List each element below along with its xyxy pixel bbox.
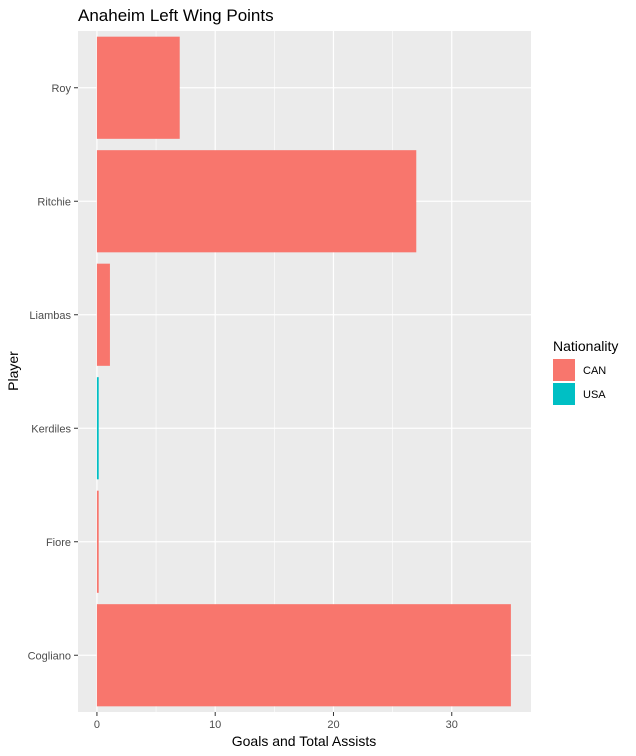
x-axis: 0 10 20 30 — [94, 712, 458, 731]
x-tick-label: 30 — [446, 719, 458, 731]
y-tick-label: Cogliano — [28, 650, 71, 662]
legend-label-usa: USA — [583, 389, 606, 401]
legend-title: Nationality — [553, 338, 618, 354]
bar-fiore — [96, 490, 99, 593]
x-tick-label: 0 — [94, 719, 100, 731]
legend-swatch-usa — [553, 383, 575, 405]
x-tick-label: 20 — [327, 719, 339, 731]
legend-label-can: CAN — [583, 365, 606, 377]
bar-roy — [96, 36, 180, 139]
bars — [96, 36, 511, 707]
chart-title: Anaheim Left Wing Points — [78, 6, 274, 25]
legend-swatch-can — [553, 359, 575, 381]
plot-panel — [78, 31, 531, 712]
legend-items: CAN USA — [553, 359, 606, 405]
y-tick-label: Roy — [51, 83, 71, 95]
y-tick-label: Liambas — [29, 310, 71, 322]
legend: Nationality CAN USA — [553, 338, 618, 405]
bar-kerdiles — [96, 377, 99, 480]
y-axis-title: Player — [5, 351, 21, 391]
y-tick-label: Fiore — [46, 537, 71, 549]
y-axis: Roy Ritchie Liambas Kerdiles Fiore Cogliano — [28, 83, 78, 662]
y-tick-label: Ritchie — [37, 196, 71, 208]
x-axis-title: Goals and Total Assists — [232, 733, 376, 749]
bar-liambas — [96, 263, 110, 366]
bar-cogliano — [96, 604, 511, 707]
x-tick-label: 10 — [209, 719, 221, 731]
y-tick-label: Kerdiles — [31, 423, 71, 435]
bar-ritchie — [96, 150, 417, 253]
